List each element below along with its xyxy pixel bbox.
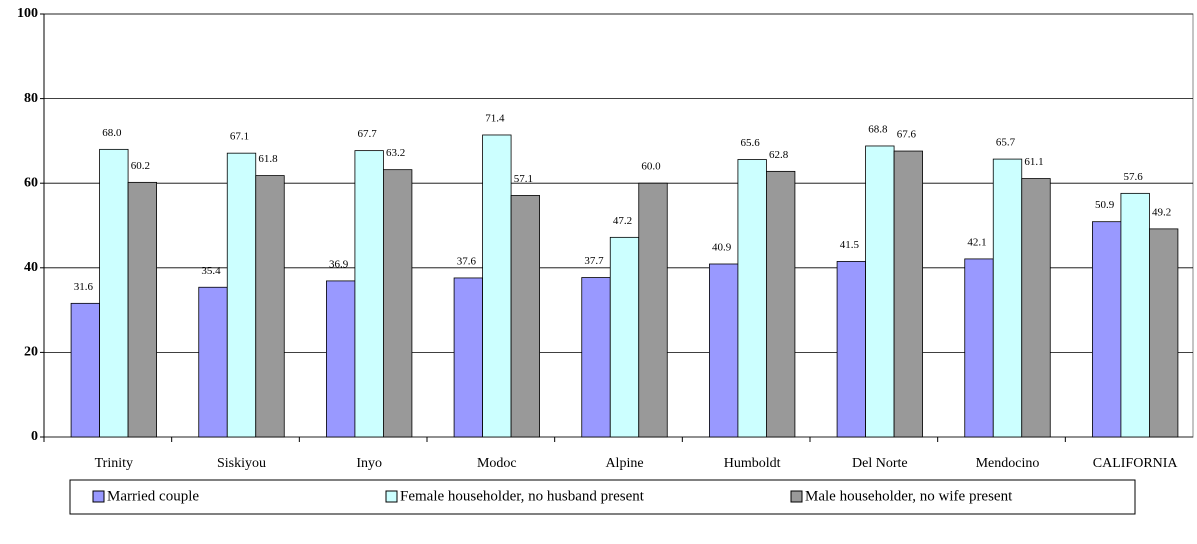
bar xyxy=(482,134,512,438)
x-tick-label: Modoc xyxy=(477,456,517,471)
bar xyxy=(510,195,540,438)
data-label: 47.2 xyxy=(613,215,632,227)
data-label: 60.0 xyxy=(641,161,661,173)
x-tick-label: Mendocino xyxy=(976,456,1040,471)
data-label: 50.9 xyxy=(1095,199,1115,211)
bar xyxy=(99,148,129,438)
x-tick-label: Trinity xyxy=(95,456,133,471)
bar xyxy=(1092,221,1122,438)
bar xyxy=(893,150,923,438)
legend-box xyxy=(69,479,1136,515)
y-tick-label: 0 xyxy=(31,429,38,444)
bar xyxy=(865,145,895,438)
bar xyxy=(1149,228,1179,438)
data-label: 31.6 xyxy=(74,281,94,293)
x-tick-label: Humboldt xyxy=(724,456,781,471)
data-label: 67.1 xyxy=(230,131,249,143)
bar xyxy=(964,258,994,438)
bar xyxy=(70,302,100,438)
data-label: 67.7 xyxy=(358,128,378,140)
y-tick-label: 20 xyxy=(24,345,38,360)
data-label: 37.6 xyxy=(457,255,477,267)
data-label: 49.2 xyxy=(1152,206,1171,218)
data-label: 40.9 xyxy=(712,242,732,254)
bar xyxy=(581,277,611,438)
data-label: 42.1 xyxy=(967,236,986,248)
bar xyxy=(326,280,356,438)
x-tick-label: Alpine xyxy=(605,456,643,471)
x-tick-label: Siskiyou xyxy=(217,456,266,471)
data-label: 65.7 xyxy=(996,137,1016,149)
data-label: 57.6 xyxy=(1124,171,1144,183)
data-label: 37.7 xyxy=(584,255,604,267)
bar xyxy=(383,169,413,438)
data-label: 63.2 xyxy=(386,147,405,159)
legend-label: Male householder, no wife present xyxy=(805,488,1013,504)
legend-swatch xyxy=(790,490,803,503)
bar xyxy=(127,181,157,438)
data-label: 60.2 xyxy=(131,160,150,172)
data-label: 65.6 xyxy=(741,137,761,149)
bar xyxy=(255,175,285,438)
bar xyxy=(638,182,668,438)
data-label: 36.9 xyxy=(329,258,349,270)
bar xyxy=(992,158,1023,438)
y-tick-label: 80 xyxy=(24,91,38,106)
bar xyxy=(709,263,739,438)
x-tick-label: Del Norte xyxy=(852,456,908,471)
bar xyxy=(198,286,228,438)
data-label: 68.8 xyxy=(868,124,888,136)
bar xyxy=(737,159,767,438)
data-label: 68.0 xyxy=(102,127,122,139)
data-label: 61.1 xyxy=(1024,156,1043,168)
y-tick-label: 40 xyxy=(24,260,38,275)
legend-label: Married couple xyxy=(107,488,199,504)
bar xyxy=(609,236,640,438)
y-tick-label: 60 xyxy=(24,175,38,190)
bar xyxy=(836,261,866,438)
data-label: 57.1 xyxy=(514,173,533,185)
data-label: 62.8 xyxy=(769,149,789,161)
y-tick-label: 100 xyxy=(17,6,38,21)
data-label: 71.4 xyxy=(485,113,505,125)
data-label: 67.6 xyxy=(897,129,917,141)
x-tick-label: CALIFORNIA xyxy=(1093,456,1179,471)
bar xyxy=(1120,192,1150,438)
legend-swatch xyxy=(385,490,398,503)
data-label: 41.5 xyxy=(840,239,860,251)
bar xyxy=(354,150,384,438)
bar xyxy=(226,152,257,438)
legend-swatch xyxy=(92,490,105,503)
bar xyxy=(766,170,796,438)
bar xyxy=(453,277,483,438)
x-tick-label: Inyo xyxy=(356,456,382,471)
bar xyxy=(1021,178,1051,438)
data-label: 35.4 xyxy=(201,265,221,277)
legend-label: Female householder, no husband present xyxy=(400,488,645,504)
data-label: 61.8 xyxy=(258,153,278,165)
